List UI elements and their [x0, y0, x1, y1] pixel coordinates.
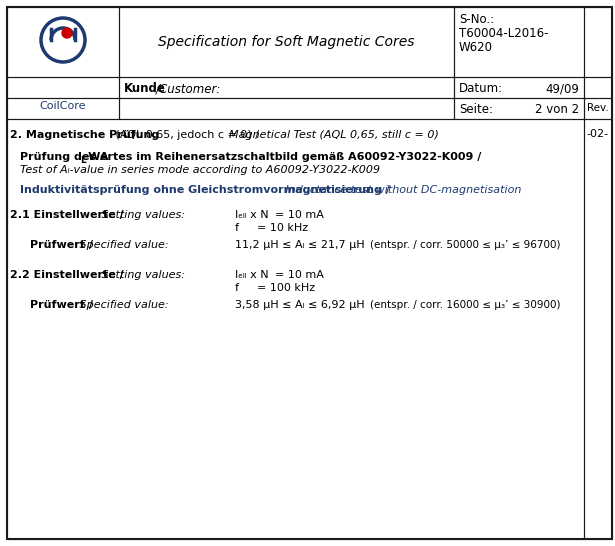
Text: 2 von 2: 2 von 2 [535, 103, 579, 116]
Circle shape [62, 28, 72, 38]
Text: Datum:: Datum: [459, 82, 503, 95]
Bar [454, 77, 584, 98]
Text: Kunde: Kunde [124, 82, 166, 95]
Text: f: f [235, 223, 239, 233]
Bar [584, 77, 612, 98]
Text: 2.1 Einstellwerte /: 2.1 Einstellwerte / [10, 210, 124, 220]
Text: 2. Magnetische Prüfung: 2. Magnetische Prüfung [10, 130, 159, 140]
Text: T60004-L2016-: T60004-L2016- [459, 27, 549, 40]
Text: = 10 kHz: = 10 kHz [257, 223, 308, 233]
Bar [7, 119, 584, 539]
Bar [584, 98, 612, 119]
Bar [584, 7, 612, 77]
Bar [7, 98, 119, 119]
Text: (entspr. / corr. 50000 ≤ μ₃’ ≤ 96700): (entspr. / corr. 50000 ≤ μ₃’ ≤ 96700) [370, 240, 560, 250]
Text: 2.2 Einstellwerte /: 2.2 Einstellwerte / [10, 270, 124, 280]
Bar [584, 119, 612, 539]
Text: Iₑₗₗ x N: Iₑₗₗ x N [235, 270, 269, 280]
Text: (entspr. / corr. 16000 ≤ μ₃’ ≤ 30900): (entspr. / corr. 16000 ≤ μ₃’ ≤ 30900) [370, 300, 560, 310]
Text: /Customer:: /Customer: [156, 82, 221, 95]
Text: Seite:: Seite: [459, 103, 493, 116]
Text: -02-: -02- [587, 129, 609, 139]
Text: Specified value:: Specified value: [76, 300, 169, 310]
Bar [119, 77, 454, 98]
Bar [119, 7, 454, 77]
Text: W620: W620 [459, 41, 493, 54]
Text: Test of Aₗ-value in series mode according to A60092-Y3022-K009: Test of Aₗ-value in series mode accordin… [20, 165, 380, 175]
Text: Rev.: Rev. [587, 103, 609, 113]
Text: Specification for Soft Magnetic Cores: Specification for Soft Magnetic Cores [158, 35, 415, 49]
Bar [454, 98, 584, 119]
Text: L: L [81, 156, 86, 165]
Text: Magnetical Test (AQL 0,65, still c = 0): Magnetical Test (AQL 0,65, still c = 0) [229, 130, 438, 140]
Text: Inductance test without DC-magnetisation: Inductance test without DC-magnetisation [282, 185, 522, 195]
Text: CoilCore: CoilCore [40, 101, 86, 111]
Bar [119, 98, 454, 119]
Text: Setting values:: Setting values: [98, 210, 185, 220]
Text: = 100 kHz: = 100 kHz [257, 283, 315, 293]
Text: Specified value:: Specified value: [76, 240, 169, 250]
Bar [454, 7, 584, 77]
Text: Induktivitätsprüfung ohne Gleichstromvormagnetisierung /: Induktivitätsprüfung ohne Gleichstromvor… [20, 185, 390, 195]
Text: S-No.:: S-No.: [459, 13, 494, 26]
Text: 49/09: 49/09 [545, 82, 579, 95]
Text: 11,2 μH ≤ Aₗ ≤ 21,7 μH: 11,2 μH ≤ Aₗ ≤ 21,7 μH [235, 240, 365, 250]
Bar [7, 7, 119, 77]
Text: = 10 mA: = 10 mA [268, 210, 324, 220]
Text: = 10 mA: = 10 mA [268, 270, 324, 280]
Text: 3,58 μH ≤ Aₗ ≤ 6,92 μH: 3,58 μH ≤ Aₗ ≤ 6,92 μH [235, 300, 365, 310]
Text: Prüfwert /: Prüfwert / [30, 240, 93, 250]
Text: Iₑₗₗ x N: Iₑₗₗ x N [235, 210, 269, 220]
Text: Prüfwert /: Prüfwert / [30, 300, 93, 310]
Text: -Wertes im Reihenersatzschaltbild gemäß A60092-Y3022-K009 /: -Wertes im Reihenersatzschaltbild gemäß … [84, 152, 482, 162]
Text: f: f [235, 283, 239, 293]
Text: Prüfung des A: Prüfung des A [20, 152, 108, 162]
Bar [7, 77, 119, 98]
Text: (AQL 0,65, jedoch c = 0) /: (AQL 0,65, jedoch c = 0) / [112, 130, 263, 140]
Text: Setting values:: Setting values: [98, 270, 185, 280]
